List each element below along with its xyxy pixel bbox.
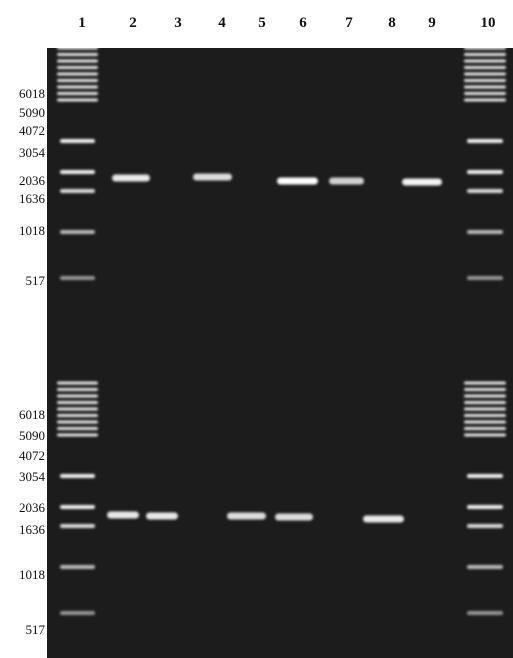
band xyxy=(60,474,95,478)
band xyxy=(60,611,95,615)
band xyxy=(464,394,506,398)
band xyxy=(57,85,98,89)
band xyxy=(467,276,503,280)
band xyxy=(57,72,98,76)
band xyxy=(464,401,506,404)
band xyxy=(464,53,506,56)
marker-label: 517 xyxy=(26,622,46,637)
marker-label: 1018 xyxy=(19,567,45,582)
lane-number: 2 xyxy=(129,15,137,31)
band xyxy=(464,79,506,82)
band xyxy=(57,92,98,95)
band xyxy=(464,72,506,76)
band xyxy=(464,92,506,95)
band xyxy=(464,66,506,69)
marker-label: 1636 xyxy=(19,191,46,206)
band xyxy=(464,98,506,102)
band xyxy=(112,174,150,182)
band xyxy=(60,524,95,528)
marker-label: 1636 xyxy=(19,522,46,537)
band xyxy=(57,381,98,385)
band xyxy=(464,46,506,50)
band xyxy=(57,59,98,63)
band xyxy=(277,177,318,185)
band xyxy=(57,98,98,102)
marker-label: 2036 xyxy=(19,500,46,515)
band xyxy=(60,170,95,174)
band xyxy=(467,139,503,143)
band xyxy=(60,189,95,193)
band xyxy=(57,420,98,424)
marker-label: 6018 xyxy=(19,86,45,101)
lane-number: 8 xyxy=(388,15,396,31)
band xyxy=(464,381,506,385)
lane-number: 5 xyxy=(258,15,266,31)
band xyxy=(146,512,178,520)
lane-number: 9 xyxy=(428,15,436,31)
gel-background xyxy=(47,48,513,658)
band xyxy=(193,173,232,181)
band xyxy=(464,59,506,63)
band xyxy=(57,79,98,82)
marker-label: 5090 xyxy=(19,428,45,443)
band xyxy=(467,170,503,174)
band xyxy=(60,276,95,280)
band xyxy=(467,474,503,478)
band xyxy=(57,427,98,430)
band xyxy=(57,407,98,411)
band xyxy=(60,139,95,143)
band xyxy=(467,524,503,528)
marker-label: 517 xyxy=(26,273,46,288)
marker-label: 6018 xyxy=(19,407,45,422)
marker-label: 2036 xyxy=(19,173,46,188)
lane-number: 7 xyxy=(345,15,353,31)
band xyxy=(57,53,98,56)
band xyxy=(107,511,139,519)
band xyxy=(60,565,95,569)
band xyxy=(464,388,506,391)
band xyxy=(467,611,503,615)
lane-number: 3 xyxy=(174,15,182,31)
band xyxy=(464,414,506,417)
marker-label: 4072 xyxy=(19,123,45,138)
band xyxy=(57,414,98,417)
marker-label: 5090 xyxy=(19,105,45,120)
lane-number: 10 xyxy=(481,15,496,31)
band xyxy=(57,394,98,398)
band xyxy=(57,433,98,437)
band xyxy=(60,230,95,234)
band xyxy=(467,189,503,193)
marker-label: 3054 xyxy=(19,145,46,160)
band xyxy=(60,505,95,509)
lane-number: 6 xyxy=(299,15,307,31)
band xyxy=(467,230,503,234)
marker-label: 3054 xyxy=(19,469,46,484)
band xyxy=(227,512,266,520)
band xyxy=(57,46,98,50)
band xyxy=(275,513,313,521)
band xyxy=(467,505,503,509)
labels: 1 2 3 4 5 6 7 8 9 10 6018 5090 4072 3054 2036 1636 1018 5… xyxy=(19,15,496,637)
band xyxy=(57,66,98,69)
band xyxy=(464,433,506,437)
band xyxy=(464,420,506,424)
band xyxy=(57,401,98,404)
band xyxy=(402,178,442,186)
marker-label: 4072 xyxy=(19,448,45,463)
bands xyxy=(57,46,506,615)
band xyxy=(464,85,506,89)
marker-label: 1018 xyxy=(19,223,45,238)
band xyxy=(363,515,404,523)
lane-number: 4 xyxy=(218,15,226,31)
band xyxy=(464,407,506,411)
band xyxy=(464,427,506,430)
band xyxy=(467,565,503,569)
lane-number: 1 xyxy=(78,15,86,31)
band xyxy=(329,177,364,185)
band xyxy=(57,388,98,391)
